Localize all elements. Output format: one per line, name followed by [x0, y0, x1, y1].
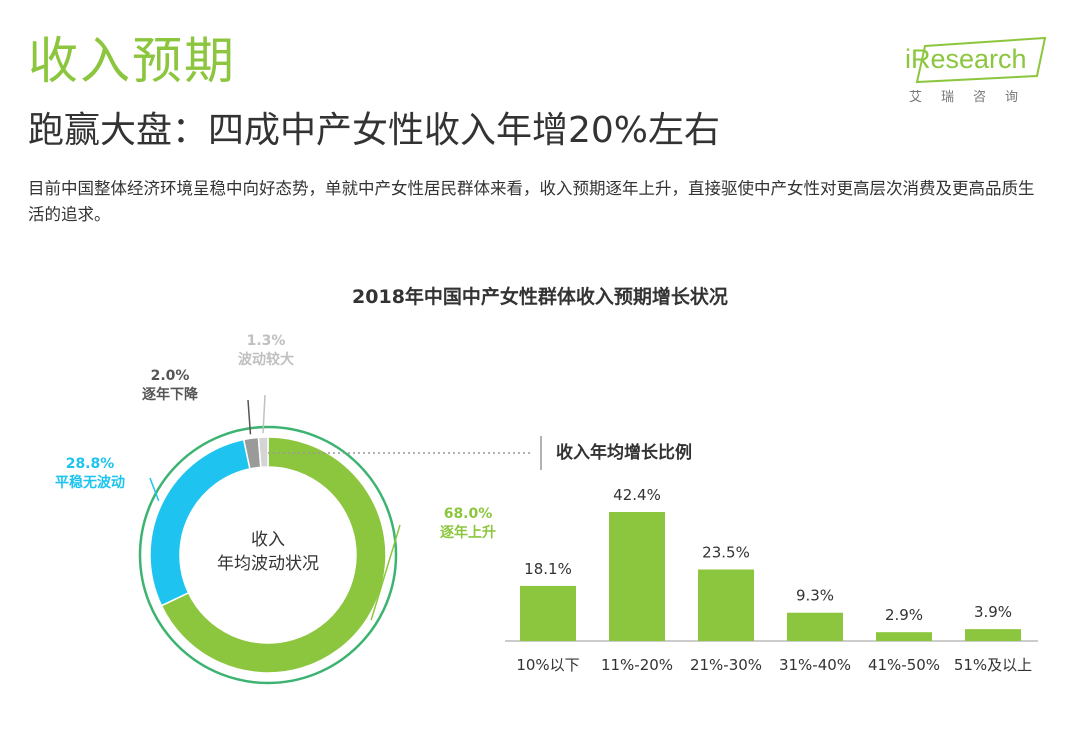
bar-category-label-5: 51%及以上	[954, 656, 1032, 674]
page-description: 目前中国整体经济环境呈稳中向好态势，单就中产女性居民群体来看，收入预期逐年上升，…	[28, 179, 1035, 224]
page-title: 收入预期	[28, 32, 236, 90]
iresearch-logo: iResearch 艾瑞咨询	[905, 36, 1050, 106]
donut-value-label-3: 1.3%	[247, 333, 286, 349]
bar-value-label-4: 2.9%	[885, 606, 923, 624]
bar-value-label-3: 9.3%	[796, 587, 834, 605]
bar-chart-title: 收入年均增长比例	[556, 442, 692, 463]
bar-1	[609, 512, 665, 641]
donut-slice-3	[257, 436, 269, 469]
donut-center-label-1: 收入	[251, 530, 285, 550]
donut-slice-0	[160, 436, 387, 674]
bar-3	[787, 612, 843, 641]
donut-slice-1	[149, 438, 251, 607]
bar-0	[520, 585, 576, 641]
bar-category-label-0: 10%以下	[516, 656, 579, 674]
page-subtitle: 跑赢大盘：四成中产女性收入年增20%左右	[28, 110, 721, 151]
donut-leader-3	[262, 394, 266, 434]
bar-value-label-2: 23.5%	[702, 544, 750, 562]
bar-value-label-5: 3.9%	[974, 603, 1012, 621]
logo-badge-icon	[915, 36, 1047, 84]
logo-brand-text: iResearch	[905, 44, 1027, 74]
donut-outer-ring	[138, 425, 398, 685]
donut-value-label-0: 68.0%	[444, 506, 493, 522]
donut-leader-0	[370, 524, 401, 621]
bar-category-label-4: 41%-50%	[868, 656, 940, 674]
bar-value-label-1: 42.4%	[613, 486, 661, 504]
donut-value-label-1: 28.8%	[66, 456, 115, 472]
donut-category-label-2: 逐年下降	[142, 386, 199, 403]
bar-value-label-0: 18.1%	[524, 560, 572, 578]
bar-4	[876, 632, 932, 641]
logo-tagline: 艾瑞咨询	[909, 90, 1038, 105]
bar-category-label-2: 21%-30%	[690, 656, 762, 674]
donut-value-label-2: 2.0%	[151, 368, 190, 384]
donut-category-label-3: 波动较大	[238, 351, 294, 368]
donut-center-label-2: 年均波动状况	[217, 554, 319, 574]
bar-category-label-1: 11%-20%	[601, 656, 673, 674]
donut-category-label-1: 平稳无波动	[55, 474, 125, 491]
bar-category-label-3: 31%-40%	[779, 656, 851, 674]
chart-title: 2018年中国中产女性群体收入预期增长状况	[352, 286, 728, 308]
donut-category-label-0: 逐年上升	[440, 524, 496, 541]
bar-2	[698, 569, 754, 641]
donut-leader-2	[247, 399, 252, 435]
bar-5	[965, 629, 1021, 641]
donut-leader-1	[149, 477, 160, 502]
